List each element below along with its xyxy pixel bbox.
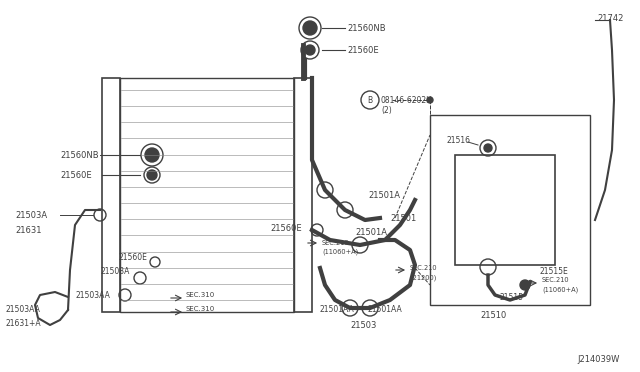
Text: 21503AA: 21503AA [5,305,40,314]
Text: 21560E: 21560E [347,45,379,55]
Text: 21560E: 21560E [60,170,92,180]
Text: (11060+A): (11060+A) [542,287,579,293]
Text: 21560E: 21560E [270,224,301,232]
Bar [294,78,312,312]
Text: 21501A: 21501A [355,228,387,237]
Text: 21503AA: 21503AA [75,291,110,299]
Text: 21510: 21510 [480,311,506,320]
Text: 21516: 21516 [447,135,471,144]
Text: 21742: 21742 [597,13,623,22]
Text: 08146-6202H: 08146-6202H [381,96,433,105]
Text: 21501AA: 21501AA [320,305,355,314]
Text: 21501: 21501 [390,214,416,222]
Text: J214039W: J214039W [578,356,620,365]
Text: 21503A: 21503A [100,267,129,276]
Text: 21560E: 21560E [118,253,147,263]
Circle shape [145,148,159,162]
Text: 21515: 21515 [500,294,524,302]
Circle shape [520,280,530,290]
Circle shape [484,144,492,152]
Text: 21560NB: 21560NB [347,23,386,32]
Bar [102,78,120,312]
Text: (11060+A): (11060+A) [322,249,358,255]
Circle shape [305,45,315,55]
Text: 21560NB: 21560NB [60,151,99,160]
Text: 21515E: 21515E [540,267,569,276]
Text: 21501A: 21501A [368,190,400,199]
Text: 21503: 21503 [350,321,376,330]
Text: 21501AA: 21501AA [368,305,403,314]
Circle shape [147,170,157,180]
Text: (21200): (21200) [410,275,436,281]
Text: SEC.310: SEC.310 [186,292,215,298]
Text: B: B [367,96,372,105]
Text: SEC.210: SEC.210 [542,277,570,283]
Circle shape [427,97,433,103]
Text: 21631+A: 21631+A [5,318,40,327]
Text: 21631: 21631 [15,225,42,234]
Text: (2): (2) [381,106,392,115]
Text: SEC.310: SEC.310 [186,306,215,312]
Text: SEC.210: SEC.210 [322,240,349,246]
Circle shape [303,21,317,35]
Bar [120,78,294,312]
Bar [430,115,590,305]
Text: SEC.210: SEC.210 [410,265,438,271]
Text: 21503A: 21503A [15,211,47,219]
Bar [455,155,555,265]
